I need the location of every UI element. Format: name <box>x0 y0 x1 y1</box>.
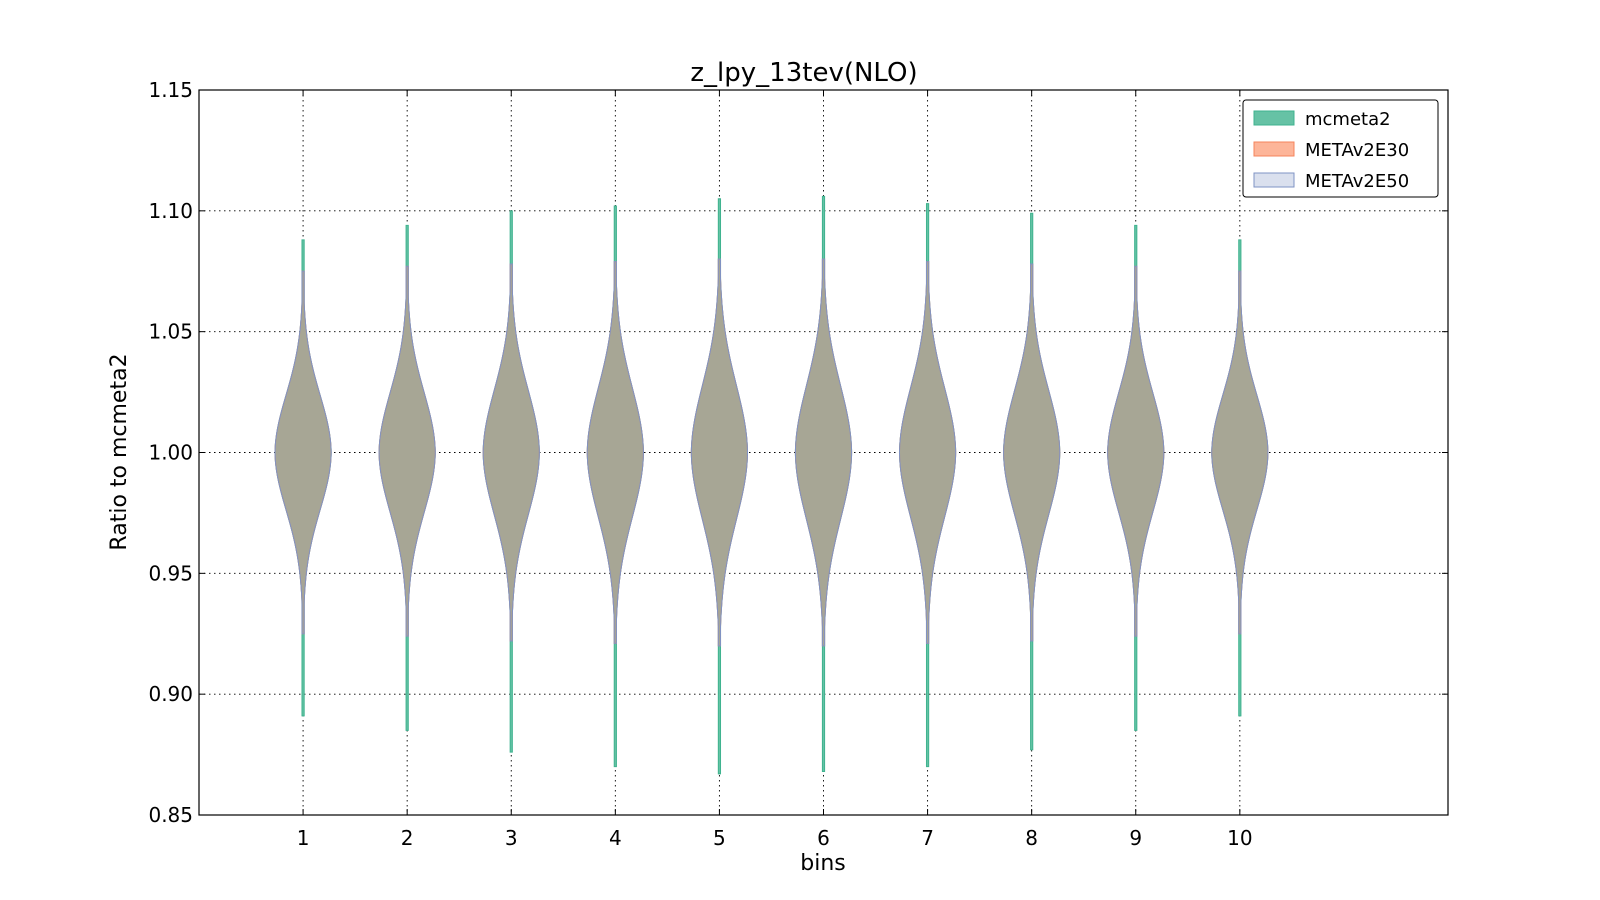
violin-3-bin-7 <box>898 261 957 644</box>
x-tick-label-2: 3 <box>505 826 518 850</box>
legend-label-0: mcmeta2 <box>1305 109 1391 130</box>
y-tick-label-0: 0.85 <box>148 803 193 827</box>
x-tick-label-1: 2 <box>401 826 414 850</box>
violin-3-bin-3 <box>482 263 540 642</box>
legend-label-1: METAv2E30 <box>1305 140 1409 161</box>
y-axis-label: Ratio to mcmeta2 <box>107 353 132 550</box>
violin-3-bin-8 <box>1003 263 1061 642</box>
x-tick-label-4: 5 <box>713 826 726 850</box>
y-tick-label-4: 1.05 <box>148 320 193 344</box>
x-tick-label-9: 10 <box>1227 826 1252 850</box>
x-tick-label-7: 8 <box>1025 826 1038 850</box>
y-tick-label-2: 0.95 <box>148 561 193 585</box>
violin-3-bin-10 <box>1211 270 1269 635</box>
violin-3-bin-5 <box>690 258 749 647</box>
x-tick-label-0: 1 <box>297 826 310 850</box>
axis-ticks: 1 2 3 4 5 6 7 8 9 10 0.85 0.90 0.95 1.00 1.05 1.10 1.15 <box>148 78 1448 850</box>
violin-3-bin-1 <box>274 270 332 635</box>
legend-label-2: METAv2E50 <box>1305 171 1409 192</box>
y-tick-label-1: 0.90 <box>148 682 193 706</box>
violin-3-bin-9 <box>1107 265 1165 637</box>
x-tick-label-6: 7 <box>921 826 934 850</box>
legend-swatch-0 <box>1253 110 1295 126</box>
x-tick-label-5: 6 <box>817 826 830 850</box>
legend-swatch-1 <box>1253 141 1295 157</box>
violin-3-bin-4 <box>586 261 644 644</box>
x-tick-label-3: 4 <box>609 826 622 850</box>
violin-series-2 <box>274 258 1269 647</box>
chart-title: z_lpy_13tev(NLO) <box>690 58 917 88</box>
violin-3-bin-6 <box>794 258 853 647</box>
y-tick-label-3: 1.00 <box>148 441 193 465</box>
violins <box>274 195 1269 775</box>
legend-swatch-2 <box>1253 172 1295 188</box>
y-tick-label-6: 1.15 <box>148 78 193 102</box>
legend: mcmeta2 METAv2E30 METAv2E50 <box>1242 99 1439 198</box>
x-tick-label-8: 9 <box>1129 826 1142 850</box>
y-tick-label-5: 1.10 <box>148 199 193 223</box>
violin-3-bin-2 <box>378 265 436 637</box>
x-axis-label: bins <box>800 851 845 876</box>
